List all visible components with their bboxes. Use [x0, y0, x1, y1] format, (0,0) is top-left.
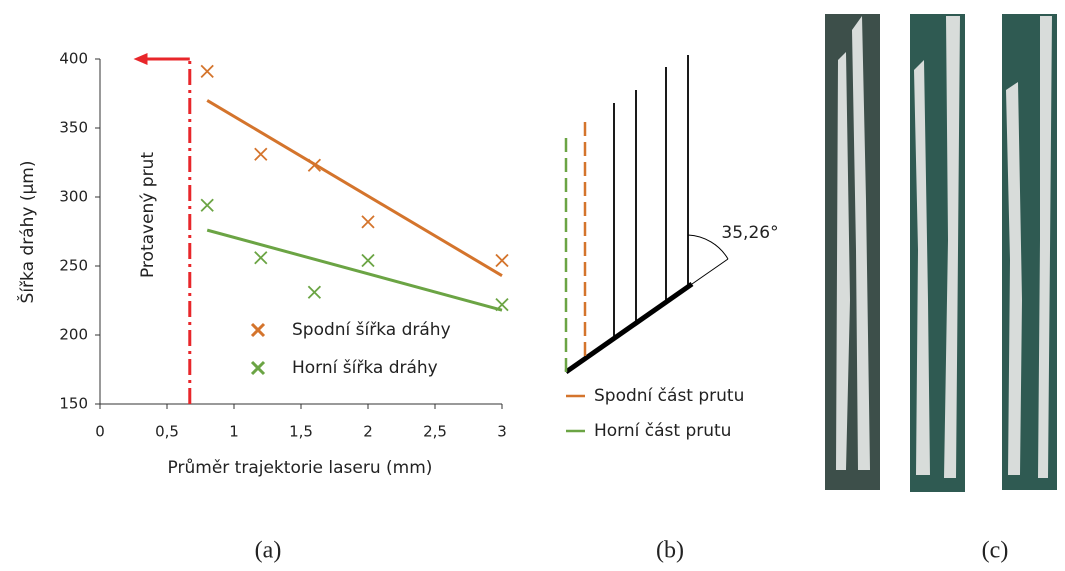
trend-line — [207, 230, 502, 310]
caption: (a) — [255, 538, 282, 564]
y-tick-label: 200 — [59, 326, 88, 344]
caption: (b) — [656, 538, 684, 564]
y-tick-label: 300 — [59, 188, 88, 206]
micrograph — [825, 14, 880, 490]
y-tick-label: 400 — [59, 50, 88, 68]
legend-marker — [252, 362, 264, 374]
caption: (c) — [982, 538, 1009, 564]
point — [201, 199, 213, 211]
angle-leg — [692, 259, 728, 284]
micrographs — [825, 14, 1057, 492]
point — [496, 254, 508, 266]
x-tick-label: 1 — [229, 423, 239, 441]
legend-label: Spodní šířka dráhy — [292, 320, 451, 340]
arrow-head — [134, 53, 148, 65]
y-axis-label: Šířka dráhy (µm) — [16, 161, 38, 304]
point — [362, 216, 374, 228]
y-tick-label: 150 — [59, 395, 88, 413]
annotation: Protavený prut — [138, 152, 158, 278]
angle-label: 35,26° — [721, 223, 778, 243]
legend-marker — [252, 324, 264, 336]
y-tick-label: 350 — [59, 119, 88, 137]
legend-label: Horní část prutu — [594, 421, 731, 441]
x-tick-label: 2,5 — [423, 423, 447, 441]
y-tick-label: 250 — [59, 257, 88, 275]
point — [308, 286, 320, 298]
legend-label: Horní šířka dráhy — [292, 358, 438, 378]
x-tick-label: 1,5 — [289, 423, 313, 441]
point — [201, 65, 213, 77]
x-tick-label: 3 — [497, 423, 507, 441]
point — [255, 148, 267, 160]
x-tick-label: 0,5 — [155, 423, 179, 441]
x-tick-label: 2 — [363, 423, 373, 441]
point — [362, 254, 374, 266]
trend-line — [207, 100, 502, 275]
diagram: 35,26° Spodní část prutu Horní část prut… — [566, 55, 779, 441]
x-tick-label: 0 — [95, 423, 105, 441]
legend-label: Spodní část prutu — [594, 386, 744, 406]
figure: Průměr trajektorie laseru (mm) Šířka drá… — [0, 0, 1065, 571]
point — [255, 252, 267, 264]
x-axis-label: Průměr trajektorie laseru (mm) — [168, 458, 433, 478]
